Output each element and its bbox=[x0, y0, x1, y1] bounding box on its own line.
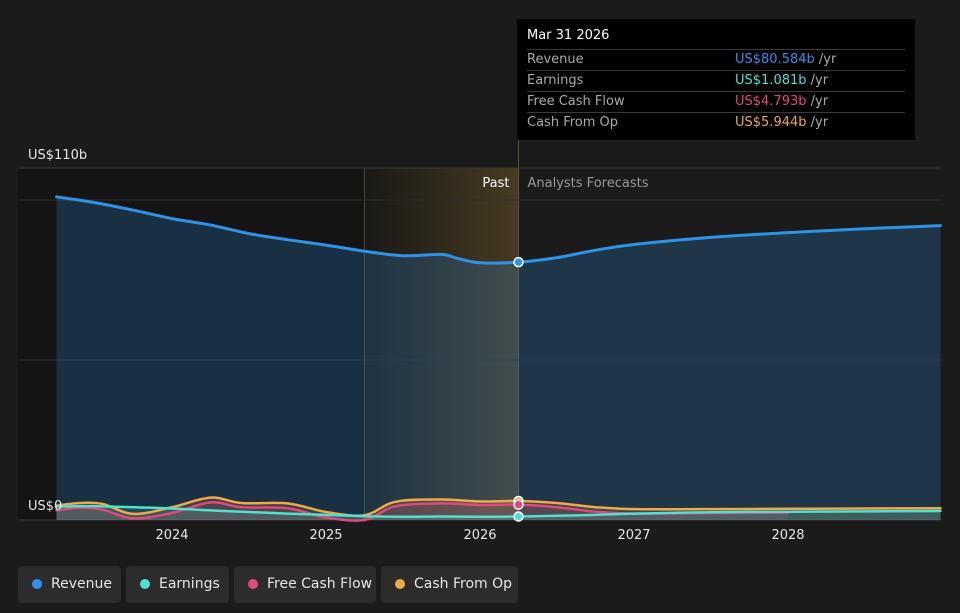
tooltip-row-free-cash-flow: Free Cash Flow US$4.793b /yr bbox=[527, 91, 905, 112]
tooltip-row-earnings: Earnings US$1.081b /yr bbox=[527, 70, 905, 91]
tooltip-unit: /yr bbox=[818, 52, 837, 67]
tooltip-value-wrap: US$80.584b /yr bbox=[735, 50, 836, 69]
tooltip-unit: /yr bbox=[810, 94, 829, 109]
series-area-revenue bbox=[56, 196, 941, 521]
legend-item-revenue[interactable]: Revenue bbox=[18, 566, 121, 603]
series-line-revenue bbox=[55, 195, 942, 265]
tooltip-value: US$80.584b bbox=[735, 52, 815, 67]
tooltip-value: US$5.944b bbox=[735, 115, 807, 130]
tooltip-label: Free Cash Flow bbox=[527, 94, 625, 109]
legend-label: Earnings bbox=[159, 576, 220, 592]
series-area-free-cash-flow bbox=[56, 502, 788, 521]
tooltip-label: Earnings bbox=[527, 73, 584, 88]
legend-label: Cash From Op bbox=[414, 576, 513, 592]
tooltip-date: Mar 31 2026 bbox=[527, 28, 610, 43]
forecast-label: Analysts Forecasts bbox=[528, 176, 649, 191]
series-line-earnings bbox=[55, 504, 942, 519]
legend-item-cash-from-op[interactable]: Cash From Op bbox=[381, 566, 518, 603]
x-tick-label: 2028 bbox=[771, 528, 804, 543]
legend-dot-icon bbox=[395, 579, 405, 589]
tooltip-row-revenue: Revenue US$80.584b /yr bbox=[527, 49, 905, 70]
tooltip-value: US$4.793b bbox=[735, 94, 807, 109]
marker-revenue bbox=[513, 256, 524, 268]
series-line-free-cash-flow bbox=[55, 501, 790, 522]
legend-dot-icon bbox=[32, 579, 42, 589]
tooltip-label: Revenue bbox=[527, 52, 584, 67]
x-tick-label: 2026 bbox=[463, 528, 496, 543]
series-area-earnings bbox=[56, 506, 941, 520]
x-tick-label: 2024 bbox=[155, 528, 188, 543]
series-line-cash-from-op bbox=[55, 496, 942, 517]
y-axis-min-label: US$0 bbox=[28, 499, 62, 514]
tooltip-value: US$1.081b bbox=[735, 73, 807, 88]
legend-label: Revenue bbox=[51, 576, 112, 592]
legend-label: Free Cash Flow bbox=[267, 576, 373, 592]
legend-item-earnings[interactable]: Earnings bbox=[126, 566, 229, 603]
tooltip-row-cash-from-op: Cash From Op US$5.944b /yr bbox=[527, 112, 905, 133]
tooltip-value-wrap: US$4.793b /yr bbox=[735, 92, 828, 111]
tooltip-value-wrap: US$5.944b /yr bbox=[735, 113, 828, 132]
tooltip-unit: /yr bbox=[810, 115, 829, 130]
legend-item-free-cash-flow[interactable]: Free Cash Flow bbox=[234, 566, 376, 603]
tooltip-unit: /yr bbox=[810, 73, 829, 88]
tooltip: Mar 31 2026 Revenue US$80.584b /yr Earni… bbox=[517, 19, 915, 140]
marker-free-cash-flow bbox=[513, 499, 524, 510]
y-axis-max-label: US$110b bbox=[28, 148, 87, 163]
past-label: Past bbox=[482, 176, 509, 191]
tooltip-value-wrap: US$1.081b /yr bbox=[735, 71, 828, 90]
x-tick-label: 2025 bbox=[309, 528, 342, 543]
tooltip-label: Cash From Op bbox=[527, 115, 619, 130]
legend-dot-icon bbox=[248, 579, 258, 589]
legend-dot-icon bbox=[140, 579, 150, 589]
highlight-region bbox=[364, 168, 519, 520]
x-tick-label: 2027 bbox=[617, 528, 650, 543]
marker-earnings bbox=[513, 511, 524, 522]
